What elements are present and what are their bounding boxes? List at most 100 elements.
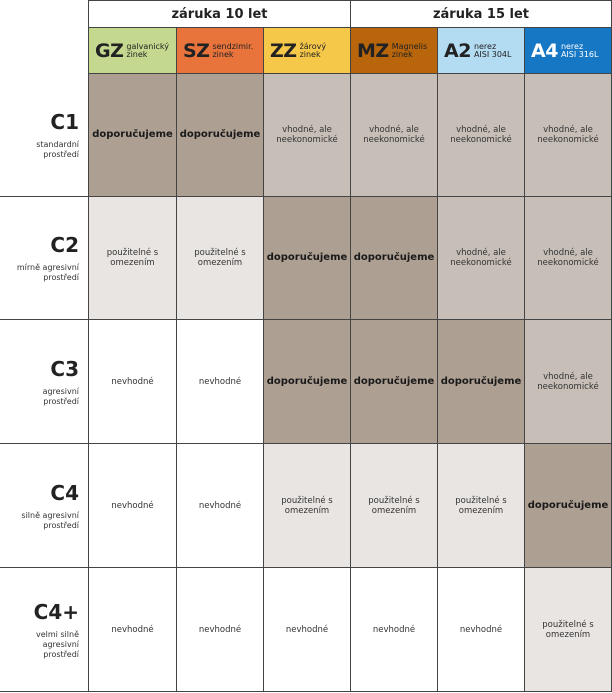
- suitability-text: doporučujeme: [266, 252, 348, 263]
- suitability-text: vhodné, ale neekonomické: [276, 125, 338, 145]
- suitability-text: nevhodné: [111, 376, 154, 387]
- suitability-text: nevhodné: [285, 624, 329, 635]
- material-code: MZ: [357, 39, 389, 62]
- suitability-cell: nevhodné: [438, 568, 525, 692]
- suitability-text: doporučujeme: [440, 375, 522, 387]
- suitability-text: použitelné s omezením: [542, 619, 594, 640]
- corrosion-class-code: C3: [50, 356, 79, 381]
- suitability-text: použitelné s omezením: [368, 495, 420, 516]
- material-description-line: sendzimir.: [212, 41, 254, 51]
- corrosion-class-description: prostředí: [43, 273, 79, 282]
- material-code: SZ: [183, 39, 210, 62]
- material-description-line: žárový: [299, 41, 327, 51]
- suitability-text: vhodné, ale neekonomické: [450, 125, 512, 145]
- material-description-line: nerez: [473, 41, 497, 51]
- suitability-text: doporučujeme: [266, 375, 348, 387]
- material-description-line: zinek: [299, 49, 321, 59]
- material-header-a2: A2 nerez AISI 304L: [438, 28, 525, 74]
- suitability-text: nevhodné: [111, 624, 154, 635]
- material-description: galvanický zinek: [126, 41, 169, 59]
- material-code: ZZ: [270, 39, 297, 62]
- suitability-text: vhodné, ale neekonomické: [363, 125, 425, 145]
- suitability-cell: vhodné, ale neekonomické: [264, 74, 351, 197]
- suitability-text: doporučujeme: [353, 252, 435, 263]
- material-description: Magnelis zinek: [391, 41, 428, 59]
- suitability-text: vhodné, ale neekonomické: [450, 248, 512, 268]
- row-header-c2: C2 mírně agresivní prostředí: [0, 197, 89, 320]
- row-header-c4-plus: C4+ velmi silně agresivní prostředí: [0, 568, 89, 692]
- suitability-cell: nevhodné: [177, 568, 264, 692]
- suitability-cell: vhodné, ale neekonomické: [525, 197, 612, 320]
- suitability-cell: doporučujeme: [438, 320, 525, 444]
- material-code: A4: [531, 39, 558, 62]
- suitability-text: doporučujeme: [527, 499, 609, 511]
- material-description-line: zinek: [126, 49, 148, 59]
- suitability-cell: vhodné, ale neekonomické: [525, 320, 612, 444]
- suitability-cell: použitelné s omezením: [525, 568, 612, 692]
- row-header-c1: C1 standardní prostředí: [0, 74, 89, 197]
- corrosion-class-description: silně agresivní: [21, 510, 79, 520]
- suitability-text: použitelné s omezením: [194, 248, 246, 268]
- material-header-a4: A4 nerez AISI 316L: [525, 28, 612, 74]
- material-description: sendzimir. zinek: [212, 41, 254, 59]
- suitability-cell: doporučujeme: [89, 74, 177, 197]
- suitability-cell: použitelné s omezením: [351, 444, 438, 568]
- suitability-cell: nevhodné: [264, 568, 351, 692]
- material-description-line: zinek: [391, 49, 413, 59]
- suitability-cell: doporučujeme: [351, 320, 438, 444]
- suitability-cell: vhodné, ale neekonomické: [438, 74, 525, 197]
- suitability-cell: nevhodné: [89, 320, 177, 444]
- material-code: GZ: [95, 39, 124, 62]
- material-description-line: galvanický: [126, 41, 169, 51]
- suitability-text: vhodné, ale neekonomické: [537, 248, 599, 268]
- corrosion-class-description: prostředí: [43, 396, 79, 406]
- material-description-line: AISI 316L: [560, 49, 599, 59]
- suitability-cell: použitelné s omezením: [89, 197, 177, 320]
- corner-blank: [0, 0, 89, 74]
- suitability-text: nevhodné: [372, 624, 416, 635]
- corrosion-class-code: C1: [50, 110, 79, 134]
- material-header-zz: ZZ žárový zinek: [264, 28, 351, 74]
- suitability-cell: nevhodné: [177, 320, 264, 444]
- material-description-line: nerez: [560, 41, 584, 51]
- material-description-line: Magnelis: [391, 41, 428, 51]
- material-header-sz: SZ sendzimir. zinek: [177, 28, 264, 74]
- material-code: A2: [444, 39, 471, 62]
- material-description-line: AISI 304L: [473, 49, 512, 59]
- corrosion-class-description: prostředí: [43, 150, 79, 159]
- group-header-15-years: záruka 15 let: [351, 0, 612, 28]
- material-header-gz: GZ galvanický zinek: [89, 28, 177, 74]
- suitability-text: vhodné, ale neekonomické: [537, 125, 599, 145]
- suitability-cell: nevhodné: [89, 444, 177, 568]
- suitability-cell: použitelné s omezením: [438, 444, 525, 568]
- suitability-cell: nevhodné: [351, 568, 438, 692]
- corrosion-class-code: C2: [50, 233, 79, 257]
- material-description: nerez AISI 316L: [560, 41, 599, 59]
- suitability-cell: doporučujeme: [525, 444, 612, 568]
- suitability-text: nevhodné: [459, 624, 503, 635]
- material-description: nerez AISI 304L: [473, 41, 512, 59]
- group-header-10-years: záruka 10 let: [89, 0, 351, 28]
- corrosion-class-description: velmi silně: [35, 629, 79, 639]
- row-header-c4: C4 silně agresivní prostředí: [0, 444, 89, 568]
- suitability-text: doporučujeme: [353, 375, 435, 387]
- material-description: žárový zinek: [299, 41, 327, 59]
- corrosion-class-description: standardní: [36, 140, 79, 149]
- suitability-text: použitelné s omezením: [455, 495, 507, 516]
- suitability-text: nevhodné: [198, 500, 242, 511]
- suitability-cell: doporučujeme: [264, 197, 351, 320]
- suitability-text: nevhodné: [198, 624, 242, 635]
- suitability-cell: doporučujeme: [264, 320, 351, 444]
- corrosion-class-description: mírně agresivní: [16, 263, 79, 272]
- suitability-cell: vhodné, ale neekonomické: [438, 197, 525, 320]
- suitability-text: nevhodné: [111, 500, 154, 511]
- suitability-cell: doporučujeme: [351, 197, 438, 320]
- suitability-cell: vhodné, ale neekonomické: [351, 74, 438, 197]
- corrosion-class-code: C4+: [33, 599, 79, 624]
- suitability-text: doporučujeme: [179, 129, 261, 140]
- material-description-line: zinek: [212, 49, 234, 59]
- suitability-cell: nevhodné: [89, 568, 177, 692]
- corrosion-class-description: agresivní: [42, 386, 79, 396]
- suitability-text: doporučujeme: [92, 129, 173, 140]
